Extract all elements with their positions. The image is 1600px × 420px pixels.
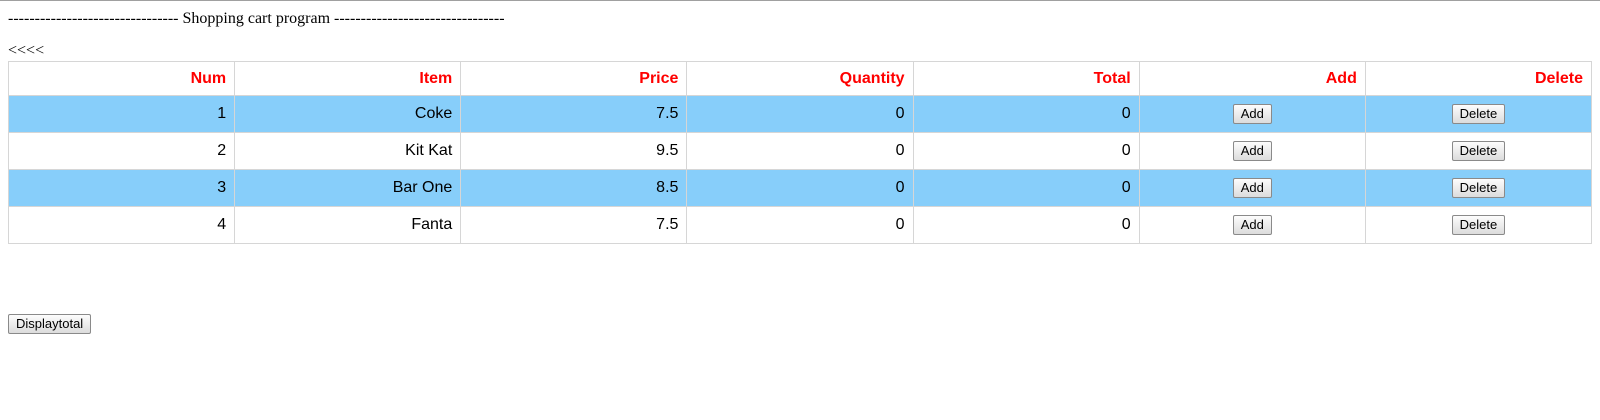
table-row: 3 Bar One 8.5 0 0 Add Delete	[7, 169, 1593, 207]
cell-total: 0	[912, 95, 1140, 133]
display-total-button[interactable]: Displaytotal	[8, 314, 92, 334]
table-row: 1 Coke 7.5 0 0 Add Delete	[7, 95, 1593, 133]
cell-item: Fanta	[234, 206, 462, 244]
cell-quantity: 0	[686, 169, 914, 207]
cell-add: Add	[1138, 206, 1366, 244]
add-button[interactable]: Add	[1232, 104, 1272, 124]
header-item: Item	[234, 61, 462, 96]
cell-price: 9.5	[460, 132, 688, 170]
cell-quantity: 0	[686, 132, 914, 170]
top-divider	[0, 0, 1600, 1]
cell-price: 7.5	[460, 206, 688, 244]
cell-num: 2	[7, 132, 236, 170]
cell-total: 0	[912, 132, 1140, 170]
add-button[interactable]: Add	[1232, 215, 1272, 235]
back-link[interactable]: <<<<	[8, 42, 45, 59]
add-button[interactable]: Add	[1232, 141, 1272, 161]
cell-item: Coke	[234, 95, 462, 133]
add-button[interactable]: Add	[1232, 178, 1272, 198]
cell-num: 3	[7, 169, 236, 207]
header-delete: Delete	[1364, 61, 1593, 96]
page-title: -------------------------------- Shoppin…	[8, 10, 505, 27]
cell-add: Add	[1138, 95, 1366, 133]
table-row: 4 Fanta 7.5 0 0 Add Delete	[7, 206, 1593, 244]
delete-button[interactable]: Delete	[1451, 178, 1506, 198]
delete-button[interactable]: Delete	[1451, 215, 1506, 235]
cell-delete: Delete	[1364, 132, 1593, 170]
cell-add: Add	[1138, 169, 1366, 207]
cell-delete: Delete	[1364, 169, 1593, 207]
cell-quantity: 0	[686, 206, 914, 244]
cell-total: 0	[912, 169, 1140, 207]
header-quantity: Quantity	[686, 61, 914, 96]
cell-price: 8.5	[460, 169, 688, 207]
cell-item: Bar One	[234, 169, 462, 207]
cell-price: 7.5	[460, 95, 688, 133]
header-num: Num	[7, 61, 236, 96]
cart-table: Num Item Price Quantity Total Add Delete…	[7, 61, 1593, 244]
cell-num: 1	[7, 95, 236, 133]
header-total: Total	[912, 61, 1140, 96]
cell-delete: Delete	[1364, 206, 1593, 244]
cell-quantity: 0	[686, 95, 914, 133]
cell-delete: Delete	[1364, 95, 1593, 133]
cell-add: Add	[1138, 132, 1366, 170]
delete-button[interactable]: Delete	[1451, 141, 1506, 161]
cell-item: Kit Kat	[234, 132, 462, 170]
header-price: Price	[460, 61, 688, 96]
table-row: 2 Kit Kat 9.5 0 0 Add Delete	[7, 132, 1593, 170]
header-add: Add	[1138, 61, 1366, 96]
cell-num: 4	[7, 206, 236, 244]
table-header-row: Num Item Price Quantity Total Add Delete	[7, 61, 1593, 96]
delete-button[interactable]: Delete	[1451, 104, 1506, 124]
cell-total: 0	[912, 206, 1140, 244]
